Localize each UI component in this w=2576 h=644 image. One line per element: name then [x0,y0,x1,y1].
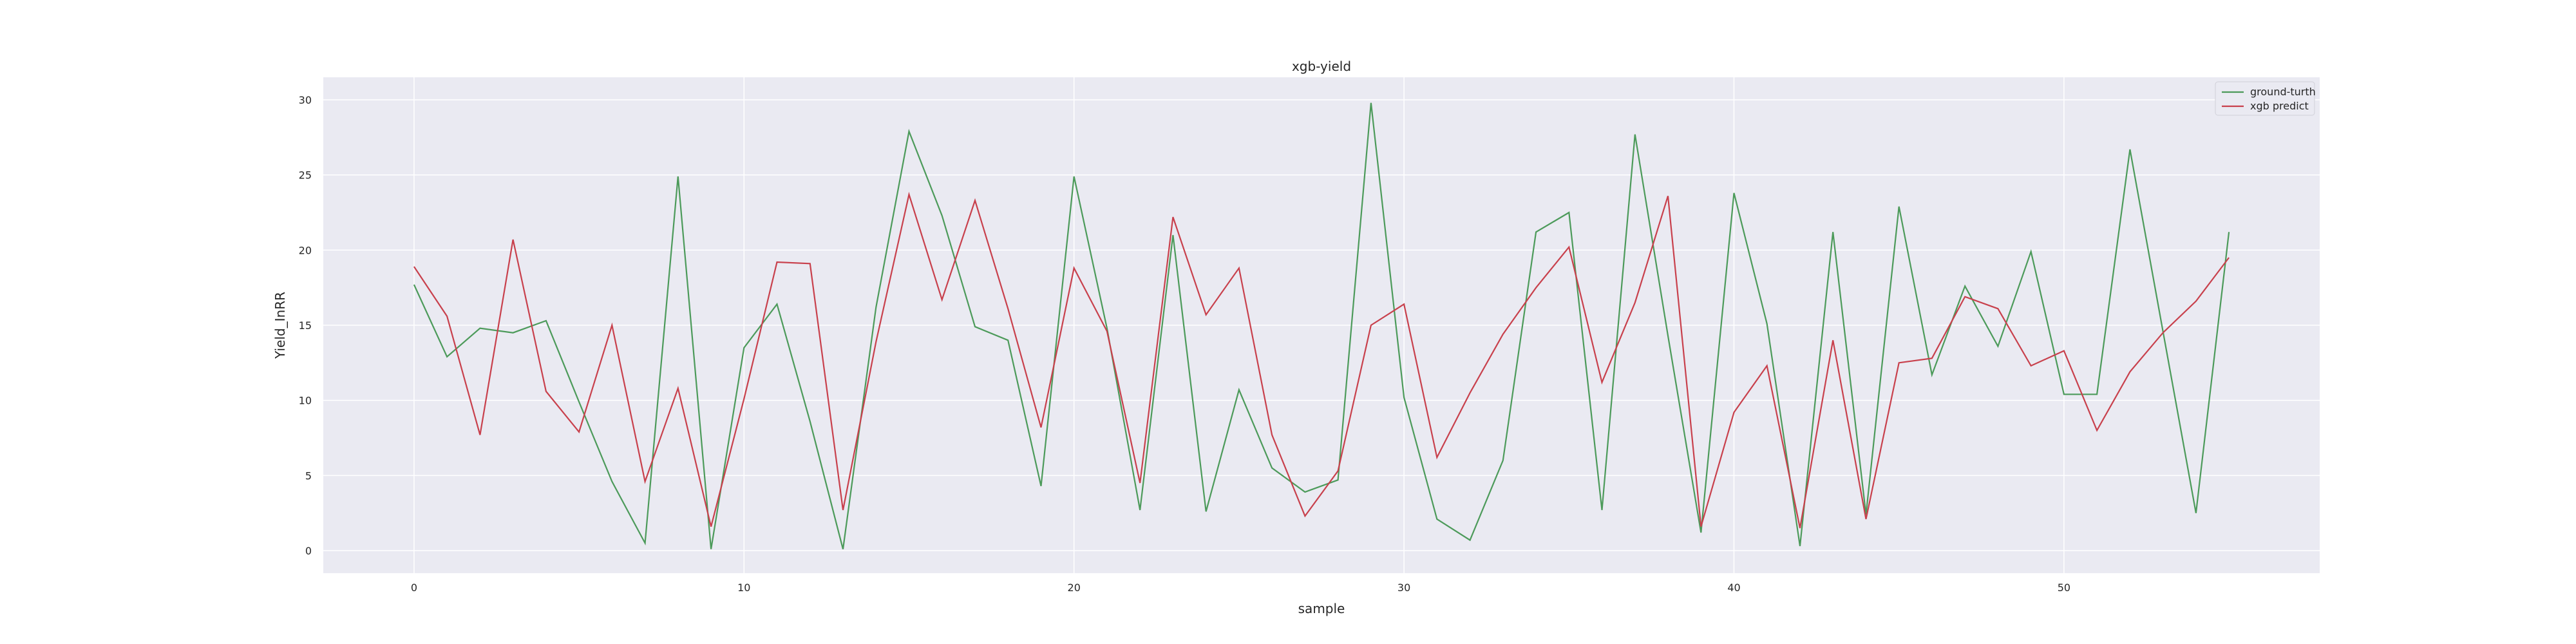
y-tick-label: 5 [305,469,312,482]
x-axis-label: sample [1298,601,1345,616]
y-tick-label: 10 [299,395,312,407]
y-tick-label: 15 [299,319,312,332]
x-tick-label: 10 [737,582,750,594]
x-tick-label: 40 [1727,582,1740,594]
legend: ground-turth xgb predict [2215,81,2316,116]
series-line-ground-turth [413,102,2230,549]
y-tick-label: 20 [299,244,312,256]
y-tick-label: 0 [305,545,312,557]
legend-label-xgb-predict: xgb predict [2250,100,2309,112]
legend-label-ground-turth: ground-turth [2250,86,2316,98]
y-tick-label: 30 [299,94,312,106]
x-tick-label: 0 [411,582,417,594]
y-axis-label: Yield_InRR [272,292,288,359]
x-tick-label: 50 [2058,582,2070,594]
series-line-xgb-predict [413,191,2230,529]
tick-labels: 0 10 20 30 40 50 0 5 10 15 20 25 30 [299,94,2070,594]
x-tick-label: 20 [1068,582,1081,594]
chart-title: xgb-yield [1292,59,1351,74]
x-tick-label: 30 [1397,582,1410,594]
series-group [413,102,2230,549]
y-tick-label: 25 [299,169,312,182]
